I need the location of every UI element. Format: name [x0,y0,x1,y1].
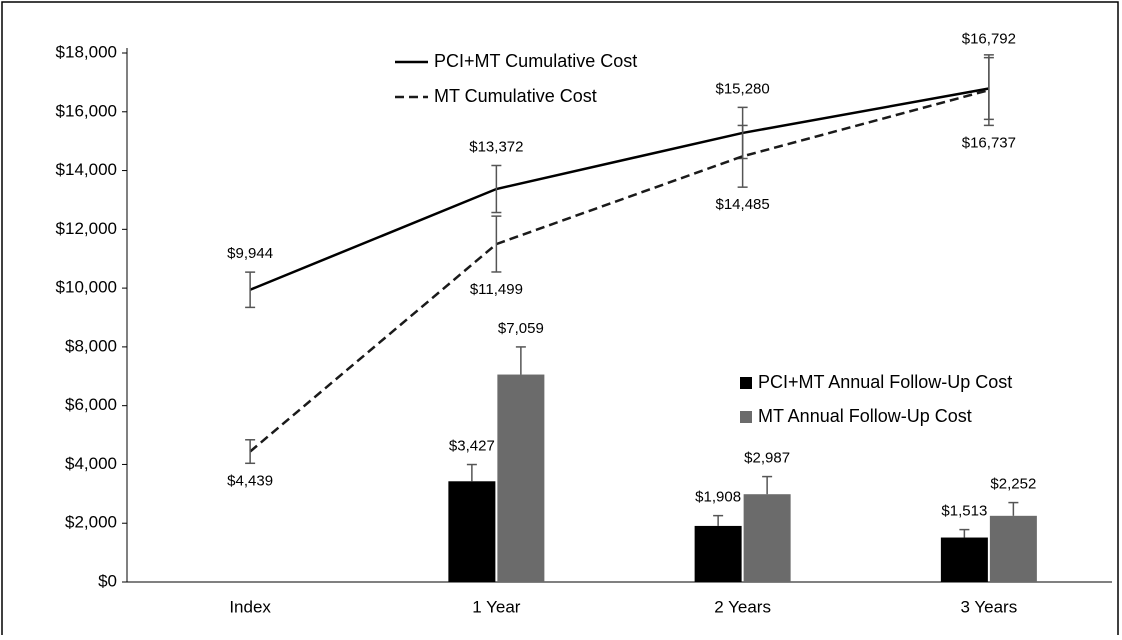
data-label: $1,908 [695,489,741,506]
y-tick-label: $2,000 [65,513,117,532]
legend-swatch [740,411,752,423]
y-tick-label: $18,000 [56,42,117,61]
legend-label: PCI+MT Annual Follow-Up Cost [758,372,1012,392]
bar [743,494,791,582]
legend-label: PCI+MT Cumulative Cost [434,51,637,71]
y-tick-label: $6,000 [65,395,117,414]
legend-swatch [740,377,752,389]
bar [497,374,545,582]
data-label: $9,944 [227,245,273,262]
bar [448,481,496,582]
data-label: $4,439 [227,472,273,489]
data-label: $2,987 [744,450,790,467]
x-tick-label: 2 Years [714,597,771,616]
data-label: $16,792 [962,31,1016,48]
data-label: $16,737 [962,134,1016,151]
y-tick-label: $8,000 [65,336,117,355]
y-tick-label: $0 [98,571,117,590]
bar [940,537,988,582]
data-label: $2,252 [990,476,1036,493]
y-tick-label: $12,000 [56,219,117,238]
x-tick-label: 1 Year [472,597,521,616]
bar [989,515,1037,582]
data-label: $15,280 [716,80,770,97]
y-tick-label: $10,000 [56,278,117,297]
line [249,87,990,291]
y-tick-label: $14,000 [56,160,117,179]
data-label: $13,372 [469,138,523,155]
x-tick-label: Index [229,597,271,616]
data-label: $1,513 [941,503,987,520]
bar [694,525,742,582]
y-tick-label: $4,000 [65,454,117,473]
x-tick-label: 3 Years [961,597,1018,616]
legend-label: MT Cumulative Cost [434,86,597,106]
data-label: $7,059 [498,320,544,337]
line [249,88,990,453]
data-label: $11,499 [470,281,523,298]
y-tick-label: $16,000 [56,101,117,120]
legend-label: MT Annual Follow-Up Cost [758,406,972,426]
data-label: $14,485 [716,196,770,213]
data-label: $3,427 [449,438,495,455]
